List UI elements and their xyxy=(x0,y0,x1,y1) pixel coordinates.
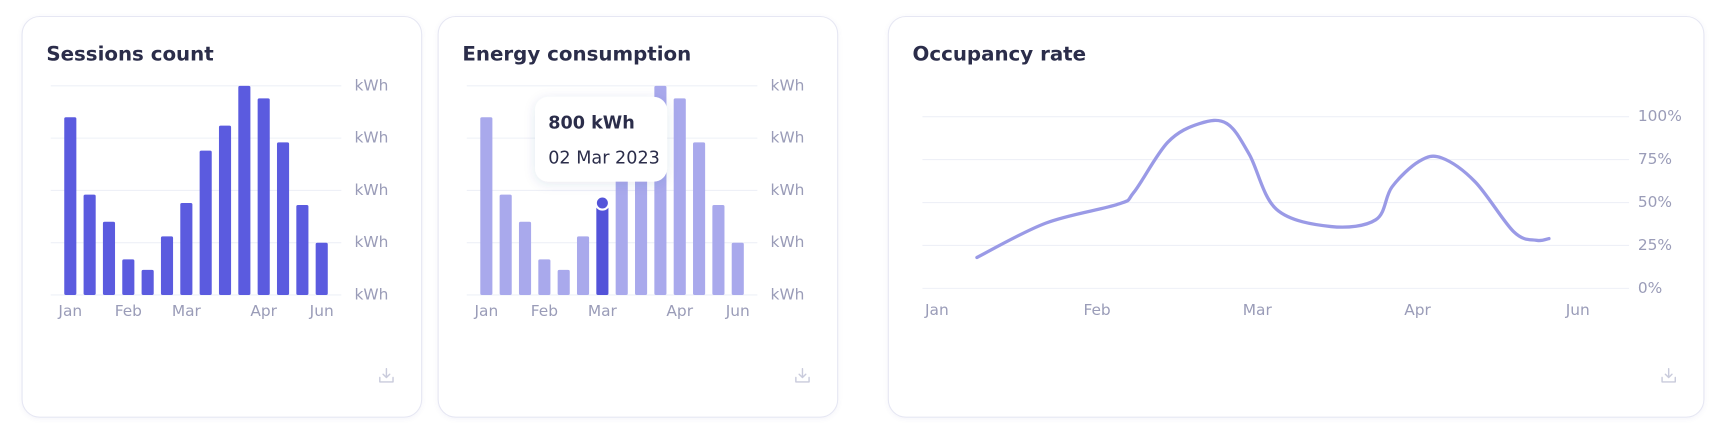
download-button[interactable] xyxy=(795,368,810,383)
x-tick-label: Feb xyxy=(531,302,558,320)
x-tick-label: Jun xyxy=(1565,301,1590,319)
y-tick-label: 25% xyxy=(1638,236,1672,254)
bar xyxy=(731,242,744,295)
bar xyxy=(276,142,290,295)
tooltip-date: 02 Mar 2023 xyxy=(548,148,660,168)
line xyxy=(975,118,1551,260)
y-tick-label: kWh xyxy=(355,76,389,94)
bar xyxy=(499,194,512,295)
y-tick-label: kWh xyxy=(771,129,805,147)
y-tick-label: 75% xyxy=(1638,150,1672,168)
bar xyxy=(557,269,570,295)
bar xyxy=(83,194,96,295)
plots: kWh kWh kWh kWh kWh Jan Feb Mar Apr Jun kWh kWh kWh k… xyxy=(50,76,1682,320)
y-tick-label: kWh xyxy=(771,76,805,94)
bar xyxy=(712,205,725,295)
y-tick-label: 0% xyxy=(1638,279,1662,297)
hover-point xyxy=(594,195,611,211)
bar xyxy=(257,98,270,295)
y-tick-label: kWh xyxy=(355,181,389,199)
bar xyxy=(160,236,174,295)
y-tick-label: kWh xyxy=(355,233,389,251)
y-tick-label: 100% xyxy=(1638,107,1682,125)
y-tick-label: kWh xyxy=(771,285,805,303)
y-tick-label: kWh xyxy=(771,181,805,199)
x-tick-label: Jan xyxy=(473,302,498,320)
bar xyxy=(102,221,116,295)
bar xyxy=(64,117,77,295)
y-tick-label: kWh xyxy=(355,129,389,147)
x-tick-label: Jan xyxy=(57,302,82,320)
x-tick-label: Feb xyxy=(1083,301,1110,319)
x-tick-label: Feb xyxy=(115,302,142,320)
bar xyxy=(180,202,193,295)
x-tick-label: Apr xyxy=(250,302,277,320)
tooltip xyxy=(535,96,668,182)
x-tick-label: Jun xyxy=(725,302,750,320)
bar xyxy=(538,259,551,295)
bar xyxy=(576,236,590,295)
bar xyxy=(673,98,686,295)
bar xyxy=(315,242,328,295)
overlay: 800 kWh 02 Mar 2023 xyxy=(535,96,668,211)
x-tick-label: Mar xyxy=(588,302,618,320)
x-tick-label: Mar xyxy=(172,302,202,320)
x-tick-label: Jun xyxy=(309,302,334,320)
chart-title: Energy consumption xyxy=(462,43,691,66)
card xyxy=(887,15,1705,418)
bar xyxy=(480,117,493,295)
y-tick-label: 50% xyxy=(1638,193,1672,211)
download-button[interactable] xyxy=(379,368,394,383)
chart-title: Sessions count xyxy=(46,43,214,66)
download-button[interactable] xyxy=(1661,368,1676,383)
bar xyxy=(296,205,309,295)
x-tick-label: Mar xyxy=(1243,301,1273,319)
bar xyxy=(122,259,135,295)
y-tick-label: kWh xyxy=(771,233,805,251)
bar xyxy=(596,202,609,295)
bar xyxy=(218,125,232,295)
x-tick-label: Apr xyxy=(666,302,693,320)
bar xyxy=(518,221,532,295)
chart-title: Occupancy rate xyxy=(913,43,1087,66)
x-tick-label: Jan xyxy=(924,301,949,319)
bar xyxy=(238,85,251,295)
bar xyxy=(693,142,706,295)
x-tick-label: Apr xyxy=(1404,301,1431,319)
bar xyxy=(141,269,154,295)
bar xyxy=(199,150,212,295)
bar xyxy=(615,150,628,295)
y-tick-label: kWh xyxy=(355,285,389,303)
tooltip-value: 800 kWh xyxy=(548,113,635,133)
